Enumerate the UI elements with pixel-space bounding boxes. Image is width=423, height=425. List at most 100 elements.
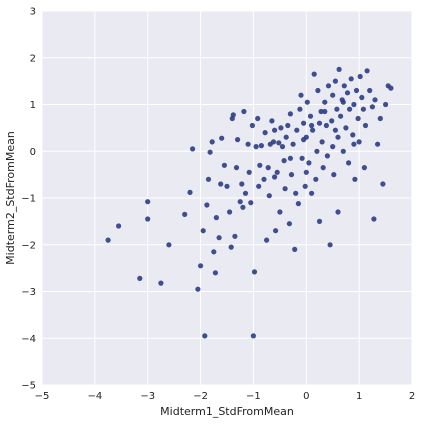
data-point: [357, 73, 363, 80]
data-point: [248, 200, 254, 206]
data-point: [182, 211, 188, 217]
data-point: [311, 71, 317, 77]
data-point: [205, 176, 212, 182]
data-point: [340, 99, 346, 105]
data-point: [320, 165, 326, 171]
data-point: [273, 228, 279, 234]
data-point: [343, 125, 349, 131]
data-point: [212, 270, 218, 276]
y-tick-label: 1: [30, 100, 36, 111]
data-point: [264, 237, 270, 243]
data-point: [105, 237, 111, 243]
data-point: [279, 144, 286, 150]
data-point: [272, 127, 278, 133]
data-point: [219, 135, 225, 141]
data-point: [344, 90, 351, 96]
data-point: [350, 132, 356, 138]
y-tick-label: −1: [21, 194, 36, 205]
data-point: [330, 144, 336, 150]
data-point: [360, 106, 366, 112]
data-point: [256, 183, 262, 189]
data-point: [323, 122, 329, 129]
data-point: [233, 165, 240, 171]
data-point: [207, 149, 213, 155]
data-point: [356, 139, 362, 145]
y-tick-label: −3: [21, 287, 36, 298]
data-point: [303, 169, 309, 175]
data-point: [190, 146, 196, 152]
data-point: [332, 78, 338, 84]
data-point: [298, 92, 304, 98]
data-point: [334, 106, 340, 112]
data-point: [322, 108, 328, 115]
data-point: [388, 85, 394, 91]
data-point: [361, 165, 367, 171]
x-tick-label: 0: [303, 391, 309, 402]
data-points: [105, 66, 394, 339]
data-point: [304, 99, 310, 105]
data-point: [241, 108, 247, 115]
data-point: [351, 101, 357, 108]
data-point: [281, 158, 287, 164]
data-point: [330, 92, 336, 98]
x-tick-label: 1: [356, 391, 362, 402]
data-point: [369, 104, 375, 110]
data-point: [204, 202, 210, 208]
data-point: [313, 176, 319, 182]
data-point: [316, 120, 323, 126]
data-point: [277, 209, 283, 215]
data-point: [314, 148, 320, 154]
data-point: [336, 66, 342, 72]
data-point: [316, 218, 323, 224]
data-point: [327, 242, 333, 248]
x-tick-label: −5: [35, 391, 50, 402]
data-point: [286, 221, 292, 227]
data-point: [265, 165, 271, 171]
x-tick-label: −4: [87, 391, 102, 402]
data-point: [213, 215, 219, 221]
data-point: [287, 155, 293, 161]
data-point: [242, 190, 249, 196]
data-point: [364, 68, 370, 74]
data-point: [255, 115, 261, 122]
x-tick-label: −2: [193, 391, 208, 402]
data-point: [274, 169, 280, 175]
data-point: [158, 280, 164, 286]
data-point: [347, 106, 353, 112]
data-point: [276, 140, 282, 146]
data-point: [218, 181, 224, 187]
data-point: [341, 83, 347, 89]
gridlines: [41, 10, 413, 386]
data-point: [306, 160, 312, 166]
data-point: [237, 199, 243, 205]
data-point: [228, 244, 234, 250]
data-point: [239, 181, 245, 187]
data-point: [250, 333, 256, 339]
data-point: [145, 199, 151, 205]
data-point: [377, 115, 383, 122]
data-point: [359, 94, 365, 101]
data-point: [282, 186, 288, 192]
data-point: [145, 216, 151, 222]
data-point: [295, 201, 301, 207]
data-point: [335, 134, 341, 140]
data-point: [297, 106, 303, 112]
data-point: [166, 242, 172, 248]
data-point: [116, 223, 122, 229]
data-point: [375, 141, 381, 147]
data-point: [290, 141, 296, 147]
data-point: [245, 141, 251, 147]
data-point: [367, 87, 373, 94]
data-point: [301, 120, 307, 126]
data-point: [294, 127, 300, 133]
data-point: [272, 174, 278, 180]
data-point: [283, 134, 289, 140]
data-point: [211, 249, 217, 255]
data-point: [266, 193, 272, 199]
data-point: [198, 263, 204, 269]
data-point: [324, 153, 330, 159]
data-point: [261, 176, 267, 182]
data-point: [362, 122, 369, 129]
data-point: [332, 127, 338, 133]
